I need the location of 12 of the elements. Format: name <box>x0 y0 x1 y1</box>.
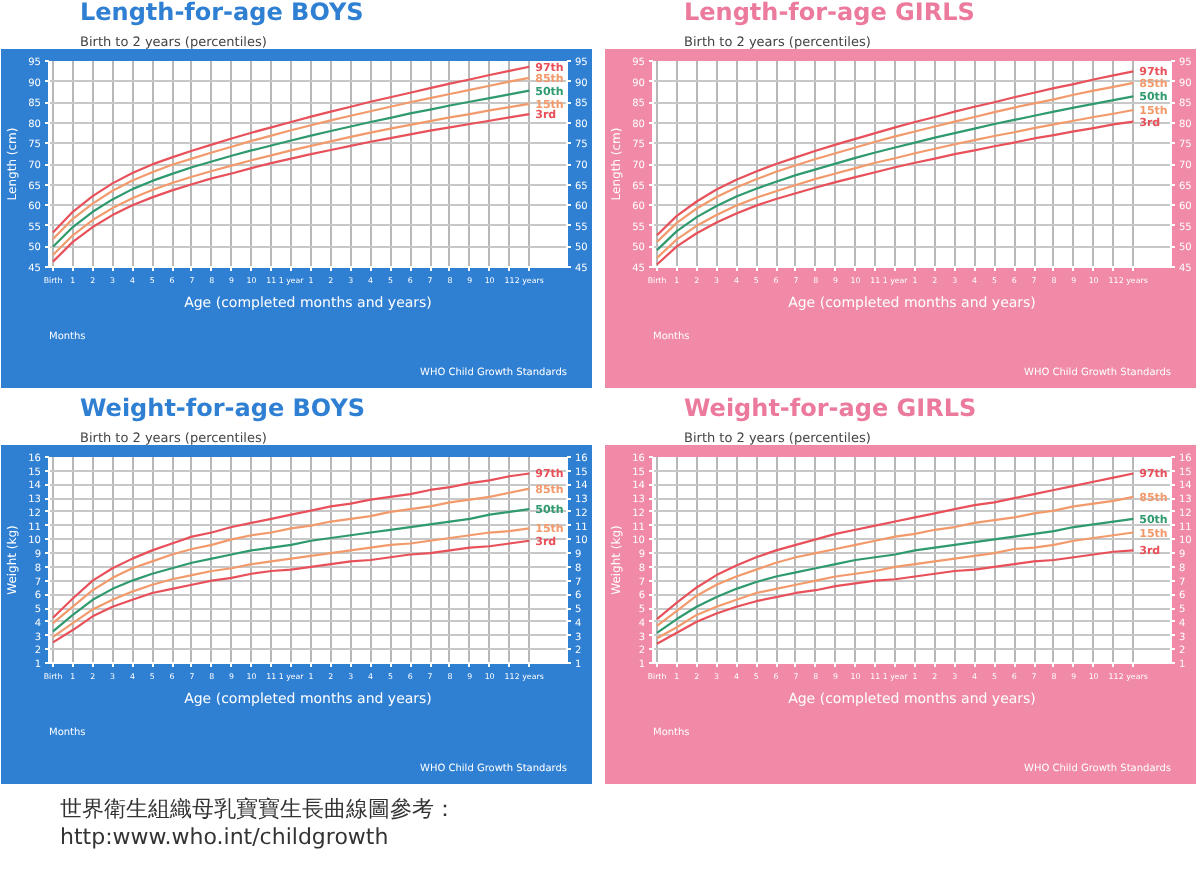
chart-title: Length-for-age BOYS <box>80 0 364 26</box>
line-series <box>655 472 1135 621</box>
line-series <box>655 549 1135 645</box>
line-series <box>51 508 531 633</box>
chart-title: Length-for-age GIRLS <box>684 0 975 26</box>
line-series <box>655 495 1135 628</box>
line-series <box>655 517 1135 634</box>
text: 世界衛生組織母乳寶寶生長曲線圖參考： <box>60 796 456 822</box>
line-series <box>655 531 1135 640</box>
chart-title: Weight-for-age BOYS <box>80 394 366 422</box>
text: http:www.who.int/childgrowth <box>60 823 389 850</box>
chart-title: Weight-for-age GIRLS <box>684 394 977 422</box>
